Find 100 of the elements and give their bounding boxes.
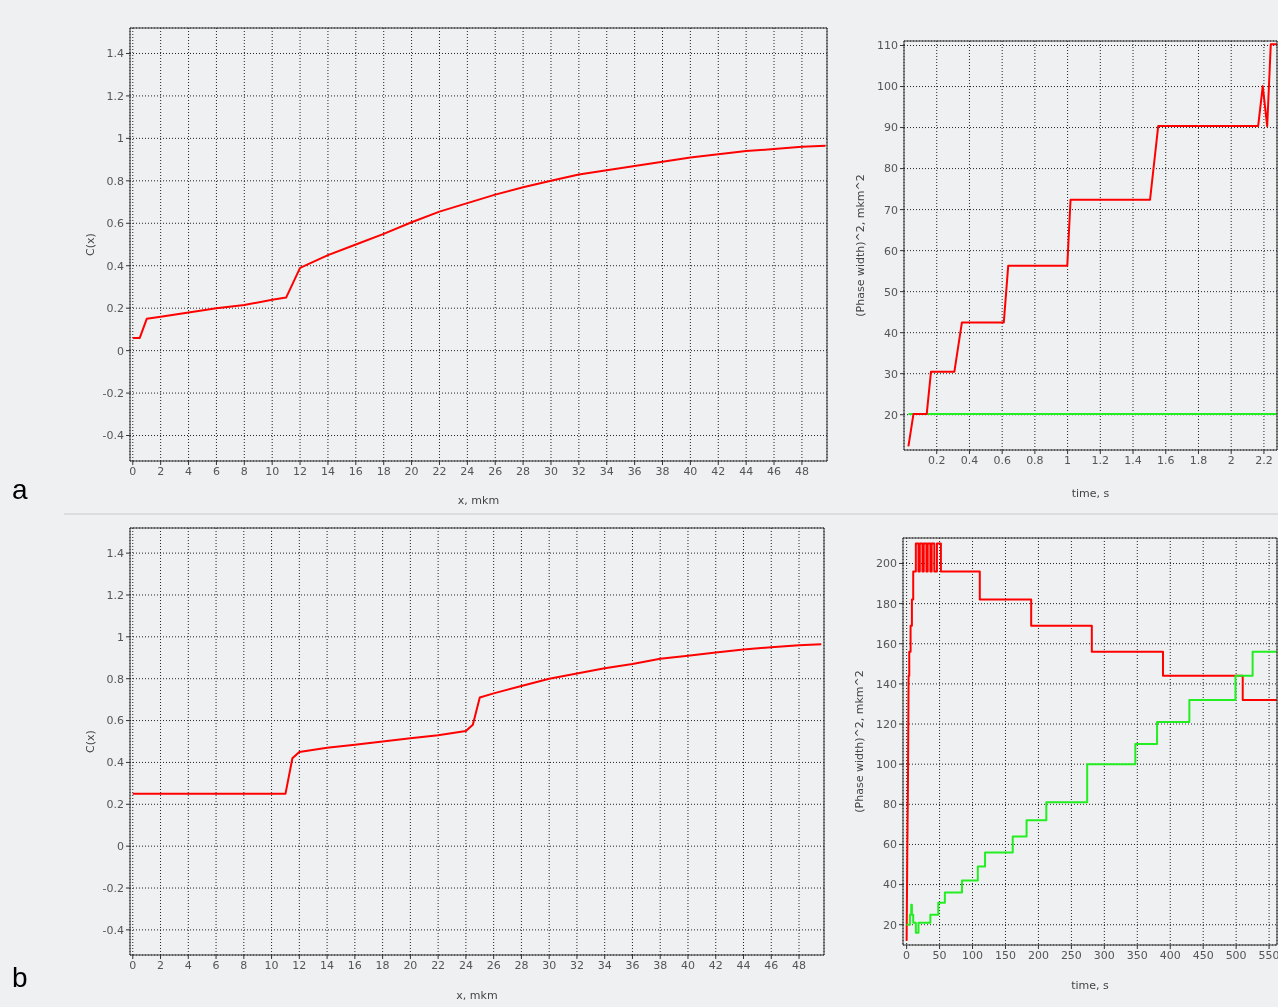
x-tick-label: 6 (212, 958, 220, 972)
x-tick-label: 38 (653, 958, 668, 972)
y-tick-label: 1 (117, 630, 124, 644)
line-series (905, 542, 1277, 942)
x-tick-label: 48 (794, 464, 809, 478)
x-tick-label: 10 (264, 958, 279, 972)
y-tick-label: 1.4 (106, 547, 124, 561)
y-axis-title: (Phase width)^2, mkm^2 (853, 174, 867, 317)
x-tick-label: 30 (542, 958, 557, 972)
x-tick-label: 18 (375, 958, 390, 972)
line-series (131, 144, 827, 339)
x-tick-label: 20 (403, 958, 418, 972)
x-tick-label: 12 (293, 464, 308, 478)
x-tick-label: 30 (543, 464, 558, 478)
y-tick-label: 0.6 (106, 217, 124, 231)
x-tick-label: 0.4 (960, 453, 979, 467)
y-tick-label: 100 (876, 758, 897, 772)
y-tick-label: 200 (876, 557, 897, 571)
text: a (12, 474, 28, 506)
x-tick-label: 2 (157, 958, 165, 972)
y-tick-label: 80 (883, 798, 897, 812)
y-tick-label: 120 (876, 717, 897, 731)
x-tick-label: 46 (764, 958, 779, 972)
x-tick-label: 26 (488, 464, 503, 478)
x-tick-label: 0.6 (993, 453, 1011, 467)
x-tick-label: 42 (708, 958, 723, 972)
y-tick-label: 0.8 (106, 672, 124, 686)
x-tick-label: 18 (376, 464, 391, 478)
x-tick-label: 34 (597, 958, 612, 972)
x-tick-label: 6 (212, 464, 220, 478)
y-tick-label: -0.2 (102, 386, 124, 400)
y-tick-label: 60 (884, 244, 898, 258)
x-tick-label: 14 (320, 464, 335, 478)
x-tick-label: 2.2 (1255, 453, 1273, 467)
x-tick-label: 20 (404, 464, 419, 478)
y-tick-label: 70 (884, 203, 898, 217)
x-tick-label: 32 (571, 464, 586, 478)
x-tick-label: 26 (486, 958, 501, 972)
y-tick-label: -0.4 (102, 429, 124, 443)
x-tick-label: 300 (1093, 948, 1115, 962)
x-tick-label: 0 (129, 464, 137, 478)
y-tick-label: 60 (883, 838, 897, 852)
x-tick-label: 36 (625, 958, 640, 972)
y-tick-label: 50 (884, 285, 898, 299)
y-tick-label: 0.4 (106, 259, 124, 273)
y-tick-label: 0 (117, 344, 124, 358)
x-tick-label: 100 (962, 948, 984, 962)
x-tick-label: 24 (460, 464, 475, 478)
x-tick-label: 28 (516, 464, 531, 478)
y-tick-label: 20 (883, 918, 897, 932)
x-tick-label: 4 (184, 958, 192, 972)
y-tick-label: 80 (884, 162, 898, 176)
y-axis-title: (Phase width)^2, mkm^2 (852, 670, 866, 813)
x-tick-label: 50 (932, 948, 947, 962)
x-tick-label: 150 (994, 948, 1016, 962)
x-tick-label: 46 (767, 464, 782, 478)
y-tick-label: 0.2 (106, 798, 124, 812)
line-series (907, 43, 1277, 448)
y-axis-title: C(x) (83, 730, 97, 753)
y-tick-label: -0.4 (102, 923, 124, 937)
y-tick-label: 1.4 (106, 47, 124, 61)
x-tick-label: 2 (1227, 453, 1235, 467)
x-tick-label: 40 (683, 464, 698, 478)
x-tick-label: 42 (711, 464, 726, 478)
y-axis-title: C(x) (83, 233, 97, 256)
x-tick-label: 1 (1064, 453, 1072, 467)
x-tick-label: 550 (1258, 948, 1278, 962)
x-tick-label: 400 (1159, 948, 1181, 962)
x-tick-label: 4 (185, 464, 193, 478)
y-tick-label: 90 (884, 121, 898, 135)
x-axis-title: time, s (1071, 979, 1110, 992)
x-tick-label: 28 (514, 958, 529, 972)
x-tick-label: 1.4 (1124, 453, 1142, 467)
y-tick-label: 1 (117, 132, 124, 146)
text: b (12, 962, 28, 994)
x-tick-label: 350 (1126, 948, 1148, 962)
line-series (905, 650, 1277, 934)
x-tick-label: 34 (599, 464, 614, 478)
y-tick-label: 180 (876, 597, 897, 611)
x-tick-label: 16 (347, 958, 362, 972)
x-tick-label: 16 (348, 464, 363, 478)
x-tick-label: 1.2 (1091, 453, 1110, 467)
x-axis-title: x, mkm (456, 989, 498, 1002)
x-tick-label: 22 (432, 464, 447, 478)
x-tick-label: 40 (680, 958, 695, 972)
x-tick-label: 24 (458, 958, 473, 972)
x-axis-title: x, mkm (457, 494, 500, 507)
x-axis-title: time, s (1071, 487, 1110, 500)
x-tick-label: 48 (792, 958, 807, 972)
x-tick-label: 38 (655, 464, 670, 478)
y-tick-label: 0.4 (106, 756, 124, 770)
x-tick-label: 0 (903, 948, 911, 962)
x-tick-label: 0.8 (1026, 453, 1044, 467)
x-tick-label: 200 (1027, 948, 1049, 962)
x-tick-label: 8 (240, 958, 248, 972)
x-tick-label: 1.8 (1189, 453, 1208, 467)
y-tick-label: -0.2 (102, 881, 124, 895)
x-tick-label: 12 (292, 958, 307, 972)
y-tick-label: 160 (876, 637, 897, 651)
y-tick-label: 140 (876, 677, 897, 691)
